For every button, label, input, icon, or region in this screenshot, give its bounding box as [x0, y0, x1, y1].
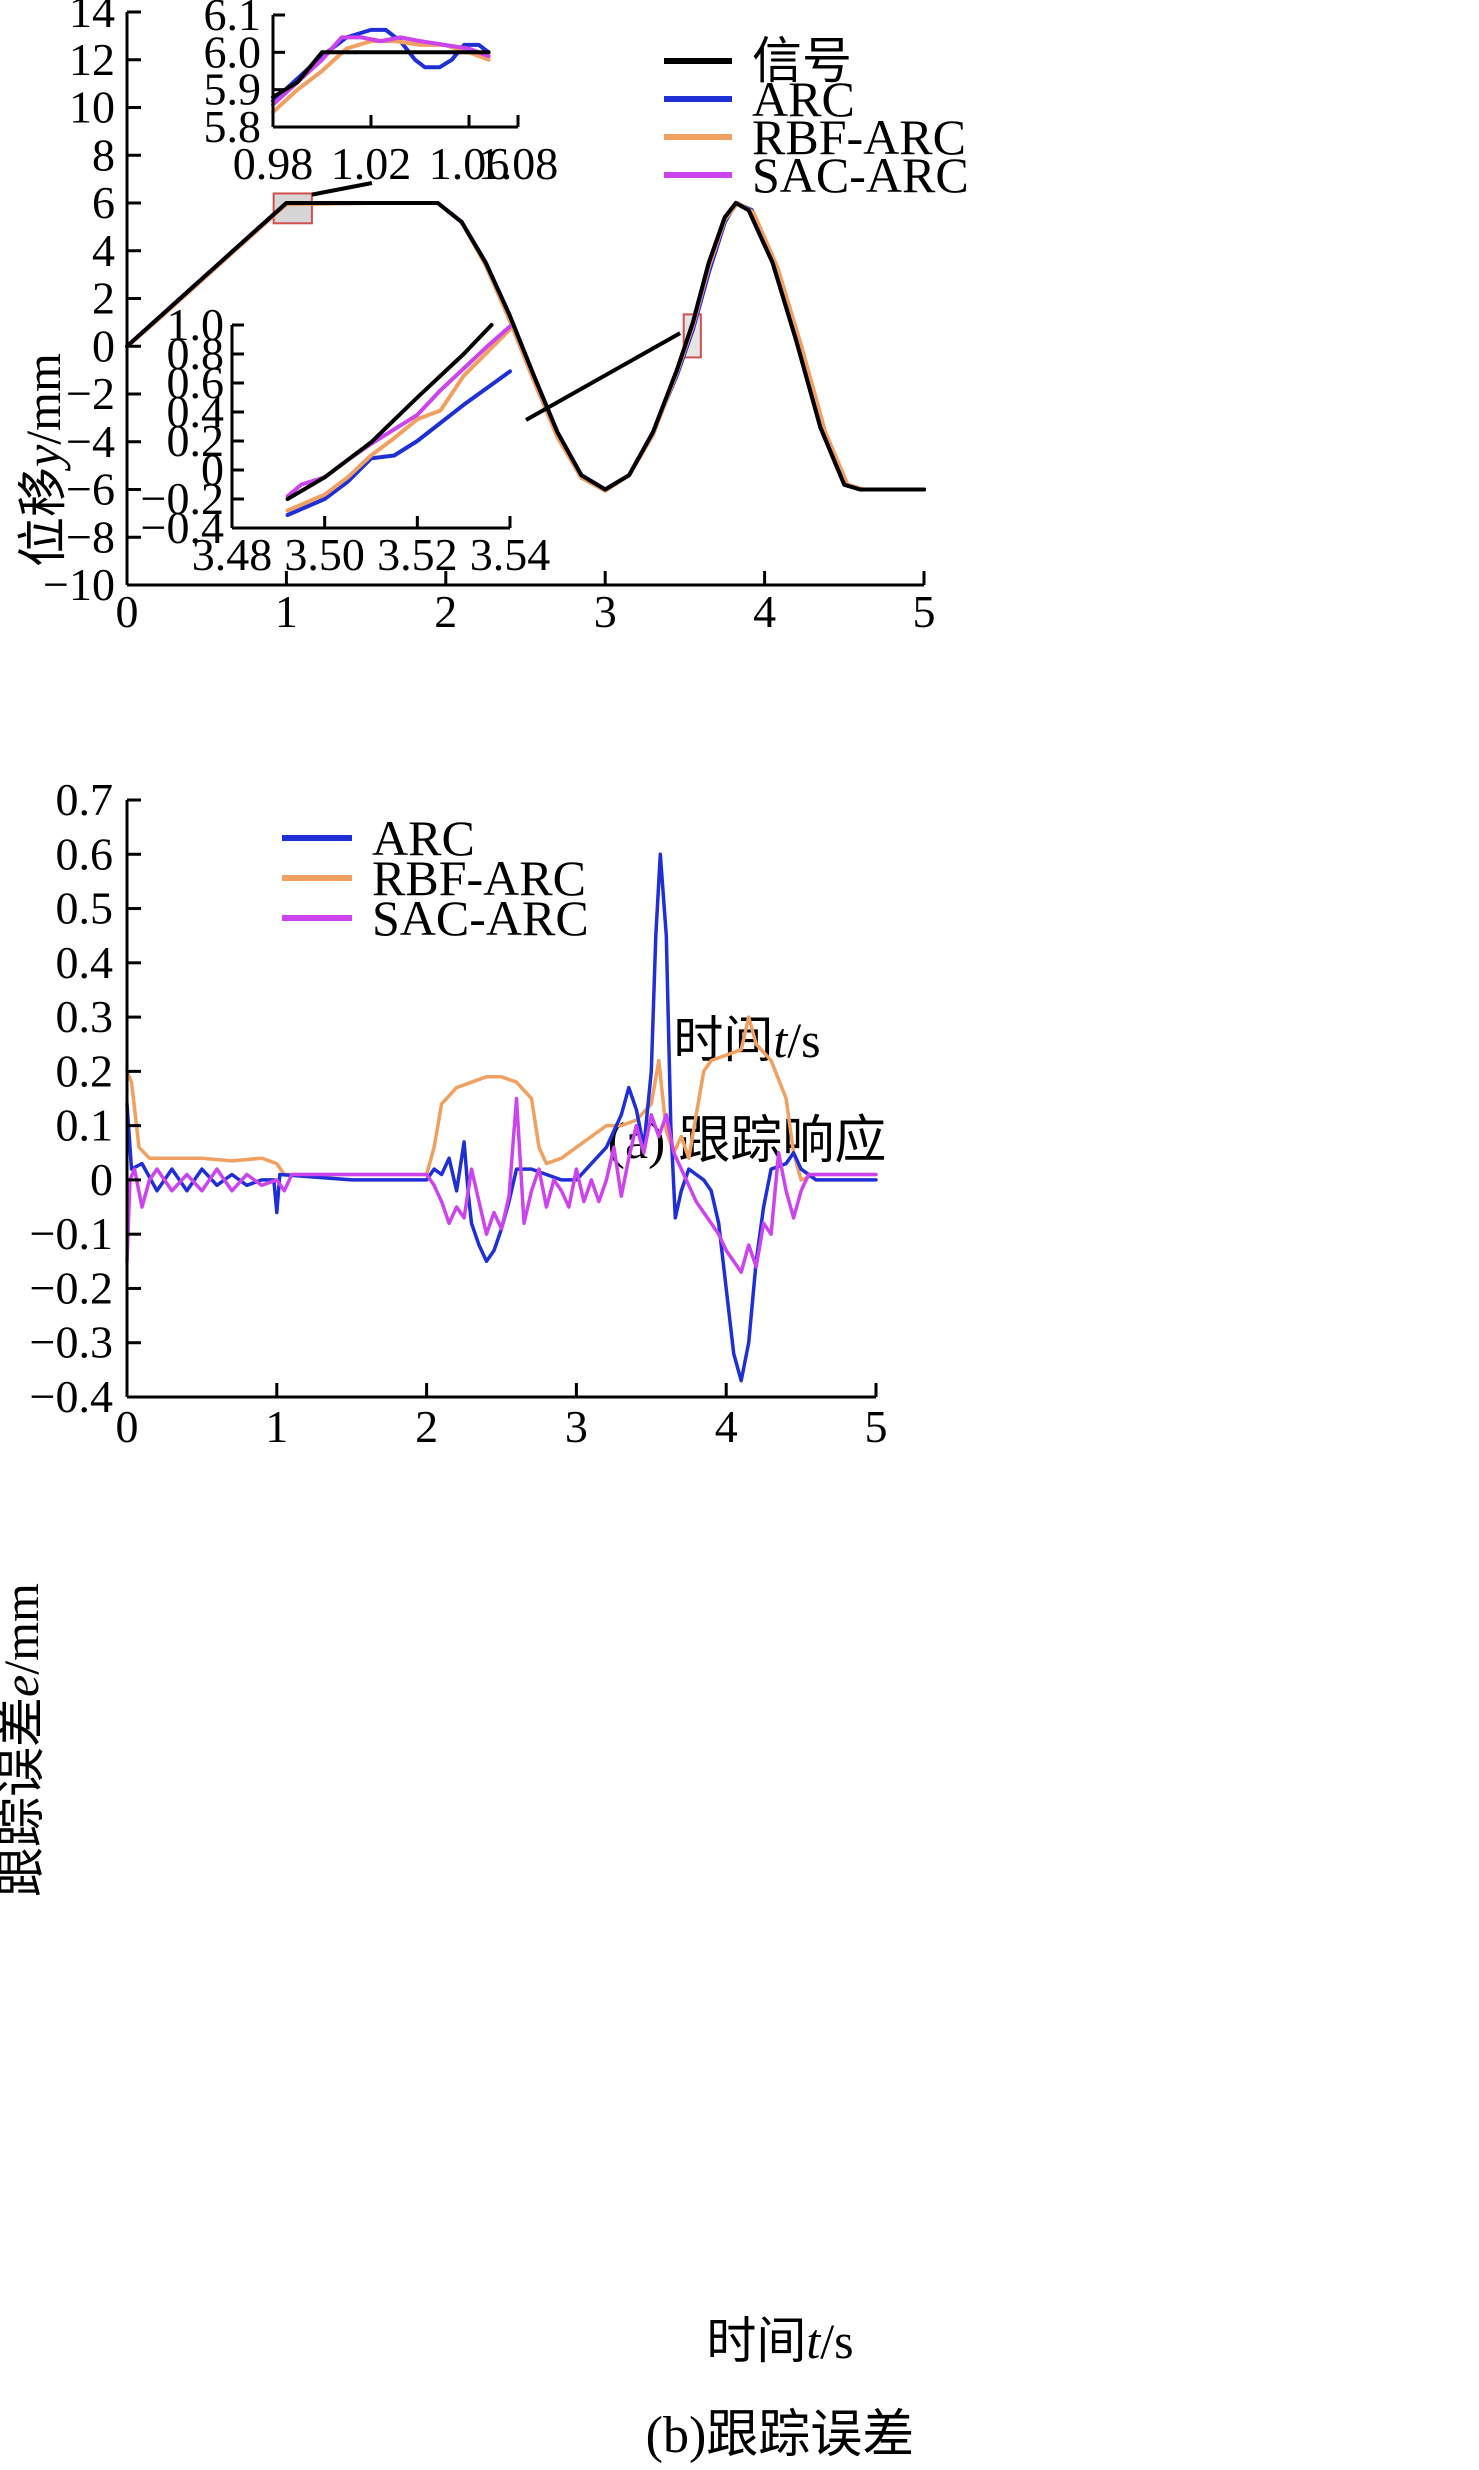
x-label-main: 时间: [706, 2313, 806, 2369]
panel-b-y-axis-label: 跟踪误差e/mm: [0, 1583, 49, 1897]
inset-top-x-tick-label: 0.98: [233, 138, 314, 189]
panel-a-y-tick-label: 12: [69, 34, 115, 85]
inset-bottom-y-tick-label: 0.2: [167, 415, 225, 466]
panel-a-y-axis-label: 位移y/mm: [15, 353, 71, 567]
y-label-main: 位移: [15, 467, 71, 567]
panel-b-x-tick-label: 0: [116, 1401, 139, 1452]
panel-b-x-axis-label: 时间t/s: [706, 2313, 853, 2369]
panel-a-x-tick-label: 1: [275, 586, 298, 637]
inset-bottom-y-tick-label: −0.4: [141, 502, 224, 553]
panel-b-y-tick-label: 0.6: [56, 828, 114, 879]
x-label-main: 时间: [673, 1012, 773, 1068]
series-line-信号: [125, 201, 926, 492]
x-label-unit: /s: [787, 1012, 820, 1068]
inset-top-y-tick-label: 6.1: [204, 0, 262, 40]
inset-top-background: [273, 15, 518, 127]
panel-b-y-tick-label: −0.1: [30, 1208, 113, 1259]
inset-top-x-tick-label: 1.02: [331, 138, 412, 189]
panel-tracking-response: 0.98 1.02 1.061.085.85.96.06.1 3.48 3.50 3.5…: [15, 0, 969, 1170]
panel-b-y-tick-label: 0: [90, 1154, 113, 1205]
legend-label: SAC-ARC: [372, 890, 589, 946]
panel-a-x-tick-label: 0: [116, 586, 139, 637]
panel-a-y-tick-label: 14: [69, 0, 115, 37]
y-label-main: 跟踪误差: [0, 1697, 49, 1897]
y-label-var: y: [15, 444, 71, 472]
panel-a-y-tick-label: 2: [92, 273, 115, 324]
panel-a-y-tick-label: 4: [92, 225, 115, 276]
panel-b-x-tick-label: 1: [265, 1401, 288, 1452]
panel-b-y-tick-label: −0.2: [30, 1262, 113, 1313]
legend-label: 信号: [752, 33, 852, 89]
panel-a-y-tick-label: −2: [66, 368, 115, 419]
y-label-unit: /mm: [15, 353, 71, 445]
series-line-SAC-ARC: [125, 1096, 878, 1274]
panel-a-x-tick-label: 2: [434, 586, 457, 637]
inset-top-y-tick-label: 5.9: [204, 64, 262, 115]
panel-b-y-tick-label: 0.4: [56, 937, 114, 988]
panel-b-y-tick-label: 0.5: [56, 883, 114, 934]
inset-top-y-tick-label: 5.8: [204, 101, 262, 152]
panel-b-caption: (b)跟踪误差: [646, 2407, 915, 2464]
panel-tracking-error: 0 1 2 3 4 5−0.4−0.3−0.2−0.100.10.20.30.40.50.…: [0, 774, 914, 2464]
series-line-RBF-ARC: [125, 1015, 878, 1182]
inset-bottom-y-tick-label: 0.4: [167, 386, 225, 437]
legend-label: RBF-ARC: [752, 109, 966, 165]
panel-b-y-tick-label: 0.1: [56, 1100, 114, 1151]
inset-bottom-background: [232, 325, 510, 528]
panel-b-x-tick-label: 4: [715, 1401, 738, 1452]
inset-bottom-x-tick-label: 3.52: [377, 529, 458, 580]
inset-bottom-series-ARC: [285, 369, 512, 517]
inset-top-x-tick-label: 1.06: [429, 138, 510, 189]
inset-bottom-y-tick-label: 0: [201, 444, 224, 495]
inset-top-y-tick-label: 6.0: [204, 26, 262, 77]
panel-a-x-tick-label: 3: [594, 586, 617, 637]
series-line-ARC: [125, 852, 878, 1383]
panel-b-x-tick-label: 3: [565, 1401, 588, 1452]
inset-bottom-x-tick-label: 3.48: [192, 529, 273, 580]
y-label-var: e: [0, 1675, 49, 1697]
panel-b-y-tick-label: 0.2: [56, 1045, 114, 1096]
zoom-connector-line: [525, 331, 682, 422]
inset-bottom-series-SAC-ARC: [285, 324, 512, 499]
inset-bottom-series-信号: [285, 323, 494, 501]
inset-bottom-x-tick-label: 3.50: [284, 529, 365, 580]
panel-b-y-tick-label: −0.3: [30, 1317, 113, 1368]
y-label-unit: /mm: [0, 1583, 49, 1675]
inset-bottom-x-tick-label: 3.54: [470, 529, 551, 580]
panel-a-y-tick-label: 10: [69, 82, 115, 133]
legend-label: ARC: [752, 71, 855, 127]
panel-b-y-tick-label: 0.3: [56, 991, 114, 1042]
panel-b-x-tick-label: 5: [865, 1401, 888, 1452]
legend-label: ARC: [372, 810, 475, 866]
x-label-unit: /s: [820, 2313, 853, 2369]
inset-bottom-y-tick-label: 1.0: [167, 299, 225, 350]
panel-b-y-tick-label: 0.7: [56, 774, 114, 825]
x-label-var: t: [773, 1012, 788, 1068]
panel-a-y-tick-label: −8: [66, 511, 115, 562]
panel-a-x-tick-label: 5: [913, 586, 936, 637]
inset-bottom-series-RBF-ARC: [285, 327, 512, 513]
panel-a-y-tick-label: −6: [66, 464, 115, 515]
panel-a-y-tick-label: −4: [66, 416, 115, 467]
panel-a-x-tick-label: 4: [753, 586, 776, 637]
panel-a-y-tick-label: 6: [92, 177, 115, 228]
panel-a-y-tick-label: 8: [92, 129, 115, 180]
panel-a-y-tick-label: 0: [92, 320, 115, 371]
x-label-var: t: [806, 2313, 821, 2369]
legend-label: RBF-ARC: [372, 850, 586, 906]
inset-top-series-SAC-ARC: [271, 35, 491, 107]
panel-b-x-tick-label: 2: [415, 1401, 438, 1452]
inset-bottom-y-tick-label: −0.2: [141, 473, 224, 524]
inset-bottom-y-tick-label: 0.8: [167, 328, 225, 379]
zoom-connector-line: [311, 181, 373, 197]
inset-bottom-y-tick-label: 0.6: [167, 357, 225, 408]
panel-a-y-tick-label: −10: [43, 559, 115, 610]
legend-label: SAC-ARC: [752, 147, 969, 203]
inset-top-series-信号: [271, 50, 491, 100]
panel-b-y-tick-label: −0.4: [30, 1371, 113, 1422]
inset-top-x-tick-label: 1.08: [478, 138, 559, 189]
